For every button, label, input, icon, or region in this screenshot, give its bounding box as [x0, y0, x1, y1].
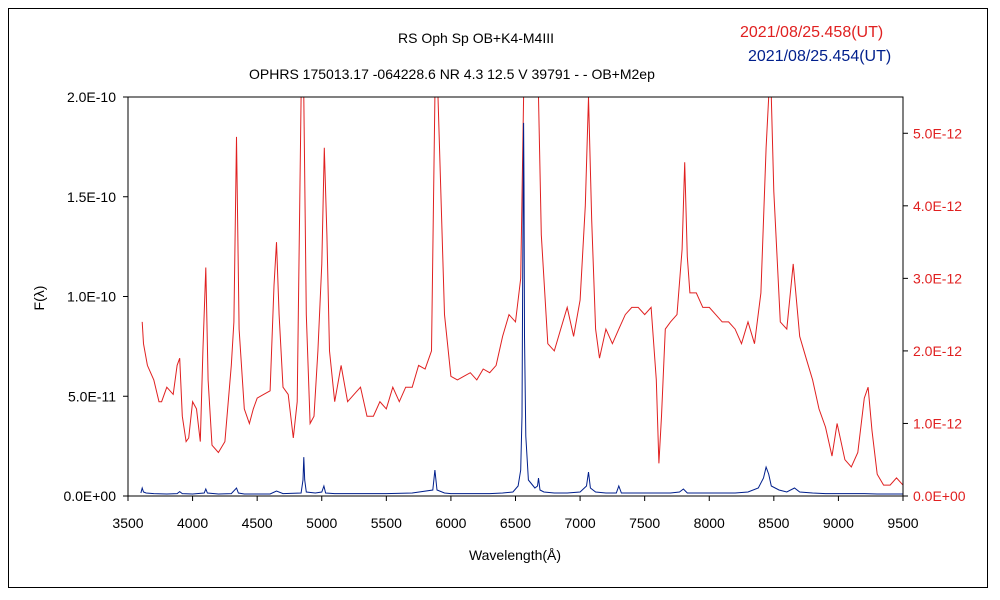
y-right-tick-label: 3.0E-12 [913, 270, 962, 286]
x-tick-label: 9500 [887, 515, 918, 531]
plot-area [127, 96, 904, 497]
x-tick-label: 7000 [565, 515, 596, 531]
chart-title: RS Oph Sp OB+K4-M4III [398, 30, 555, 46]
x-tick-label: 3500 [112, 515, 143, 531]
y-left-tick-label: 1.0E-10 [67, 289, 116, 305]
y-right-tick-label: 1.0E-12 [913, 415, 962, 431]
x-tick-label: 7500 [629, 515, 660, 531]
series-layer [140, 97, 903, 495]
x-axis-label: Wavelength(Å) [469, 547, 561, 563]
y-right-tick-label: 5.0E-12 [913, 125, 962, 141]
chart-frame [8, 8, 988, 588]
series-line-red [141, 97, 903, 486]
y-left-tick-label: 2.0E-10 [67, 89, 116, 105]
y-right-tick-label: 2.0E-12 [913, 343, 962, 359]
x-tick-label: 6000 [435, 515, 466, 531]
x-tick-label: 6500 [500, 515, 531, 531]
x-tick-label: 5000 [306, 515, 337, 531]
x-tick-label: 4500 [242, 515, 273, 531]
y-left-tick-label: 1.5E-10 [67, 189, 116, 205]
y-axis-label: F(λ) [31, 286, 47, 311]
y-left-tick-label: 5.0E-11 [68, 388, 116, 404]
x-tick-label: 9000 [823, 515, 854, 531]
y-right-tick-label: 4.0E-12 [913, 198, 962, 214]
x-tick-label: 8000 [694, 515, 725, 531]
y-axis-right: 0.0E+00 1.0E-12 2.0E-12 3.0E-12 4.0E-12 5.0E-… [903, 125, 966, 504]
y-axis-left: 0.0E+00 5.0E-11 1.0E-10 1.5E-10 2.0E-10 [63, 89, 128, 504]
y-left-tick-label: 0.0E+00 [63, 488, 116, 504]
chart-subtitle: OPHRS 175013.17 -064228.6 NR 4.3 12.5 V … [249, 66, 655, 82]
x-tick-label: 8500 [758, 515, 789, 531]
legend-entry-blue: 2021/08/25.454(UT) [748, 48, 892, 65]
y-right-tick-label: 0.0E+00 [913, 488, 966, 504]
x-axis: 3500 4000 4500 5000 5500 6000 6500 7000 7500 8000… [112, 496, 919, 531]
x-tick-label: 5500 [371, 515, 402, 531]
legend-entry-red: 2021/08/25.458(UT) [740, 24, 884, 41]
x-tick-label: 4000 [177, 515, 208, 531]
series-line-blue [140, 122, 903, 495]
